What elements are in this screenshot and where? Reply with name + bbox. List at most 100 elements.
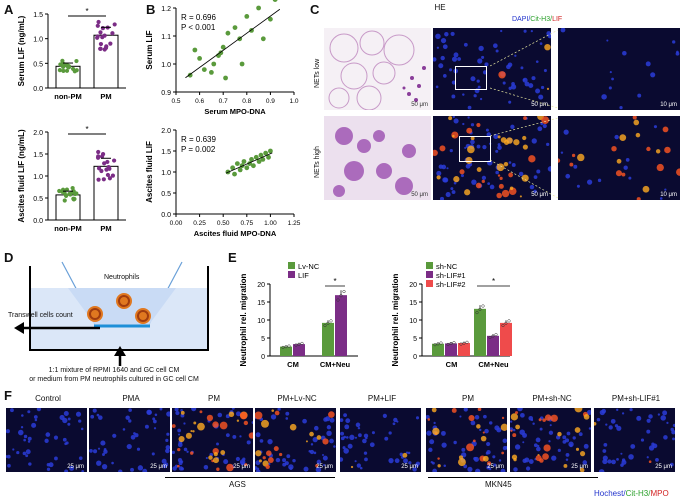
nucleus: [54, 456, 58, 461]
nucleus: [533, 189, 537, 194]
nucleus: [573, 164, 578, 169]
nucleus: [512, 428, 516, 432]
nucleus: [520, 66, 524, 70]
nucleus: [322, 453, 325, 456]
nucleus: [103, 447, 107, 451]
data-point: [237, 167, 243, 173]
x-tick-label: PM: [100, 92, 111, 101]
y-tick-label: 0.0: [161, 212, 171, 219]
data-point: [481, 304, 485, 308]
data-point: [260, 36, 266, 42]
regression-line: [225, 152, 273, 174]
nucleus: [547, 166, 551, 172]
nucleus: [614, 424, 619, 428]
nucleus: [101, 464, 108, 470]
signal-dot: [541, 116, 550, 125]
signal-dot: [636, 197, 641, 200]
zoom-box: [459, 136, 491, 162]
bar: [487, 335, 499, 356]
nucleus: [473, 456, 479, 462]
nucleus: [474, 414, 480, 420]
nucleus: [560, 151, 564, 154]
nucleus: [444, 32, 449, 37]
nucleus: [165, 448, 170, 454]
significance-star: *: [85, 7, 88, 16]
signal-dot: [402, 452, 408, 458]
panel-letter-f: F: [4, 388, 12, 403]
scale-bar-label: 25 μm: [67, 464, 84, 470]
he-column-title: HE: [434, 3, 446, 12]
nucleus: [582, 460, 588, 465]
signal-dot: [487, 461, 492, 466]
nucleus: [508, 161, 512, 164]
x-axis-label: Ascites fluid MPO-DNA: [194, 229, 277, 238]
data-point: [197, 56, 202, 61]
nucleus: [662, 410, 668, 416]
signal-dot: [470, 136, 475, 141]
y-tick-label: 0.5: [33, 61, 43, 68]
nucleus: [546, 31, 551, 36]
x-tick-label: 0.00: [170, 220, 183, 227]
signal-dot: [433, 149, 438, 157]
nucleus: [620, 463, 624, 467]
panel-f-image-canvas: [6, 408, 87, 472]
signal-dot: [220, 450, 226, 455]
legend-label: sh-LIF#1: [436, 271, 466, 280]
signal-dot: [481, 179, 485, 184]
nucleus: [540, 122, 544, 126]
nucleus: [445, 192, 451, 198]
nucleus: [16, 450, 20, 455]
legend-swatch: [288, 271, 295, 278]
signal-dot: [616, 158, 622, 164]
nucleus: [333, 445, 336, 448]
nucleus: [462, 93, 465, 96]
x-tick-label: CM: [446, 360, 458, 369]
nucleus: [489, 184, 495, 190]
nucleus: [363, 433, 369, 439]
signal-dot: [632, 116, 637, 120]
nucleus: [531, 138, 537, 144]
nucleus: [655, 457, 659, 462]
nucleus: [565, 173, 571, 179]
data-point: [96, 154, 101, 159]
nucleus: [542, 123, 547, 129]
signal-dot: [475, 182, 482, 189]
nucleus: [435, 85, 439, 89]
panel-f-image: 25 μm: [172, 408, 253, 472]
chart-a-ascites-lif: 0.0 0.5 1.0 1.5 2.0 Ascites fluid LIF (ng/mL)…: [17, 125, 126, 233]
nucleus: [596, 417, 601, 422]
data-point: [284, 345, 288, 349]
panel-f-label: PM+Lv-NC: [277, 394, 317, 403]
signal-dot: [515, 424, 520, 430]
nucleus: [102, 453, 105, 456]
nucleus: [646, 456, 649, 459]
bar: [293, 344, 305, 356]
nucleus: [369, 442, 375, 448]
y-axis-label: Ascites fluid LIF (ng/mL): [17, 129, 26, 223]
signal-dot: [496, 163, 505, 172]
signal-dot: [523, 116, 527, 120]
nucleus: [359, 466, 363, 470]
nucleus: [340, 436, 345, 441]
data-point: [61, 64, 66, 70]
nucleus: [481, 55, 485, 59]
nucleus: [493, 463, 497, 467]
nucleus: [666, 421, 669, 425]
nucleus: [484, 62, 489, 67]
nucleus: [522, 458, 527, 463]
nucleus: [292, 458, 296, 463]
nucleus: [358, 433, 362, 438]
nucleus: [165, 445, 170, 450]
significance-star: *: [85, 125, 88, 134]
nucleus: [616, 457, 619, 461]
signal-dot: [219, 421, 228, 430]
panel-f-image-canvas: [594, 408, 675, 472]
signal-dot: [655, 149, 661, 154]
y-axis-label: Serum LIF (ng/mL): [17, 15, 26, 86]
nucleus: [536, 169, 541, 174]
nucleus: [660, 415, 666, 421]
nucleus: [442, 177, 448, 183]
chart-b-serum-scatter: 0.9 1.0 1.1 1.2 Serum LIF 0.5 0.6 0.7 0.8 0.9 1.0 S…: [145, 0, 299, 116]
data-point: [64, 68, 70, 73]
signal-dot: [466, 127, 473, 134]
